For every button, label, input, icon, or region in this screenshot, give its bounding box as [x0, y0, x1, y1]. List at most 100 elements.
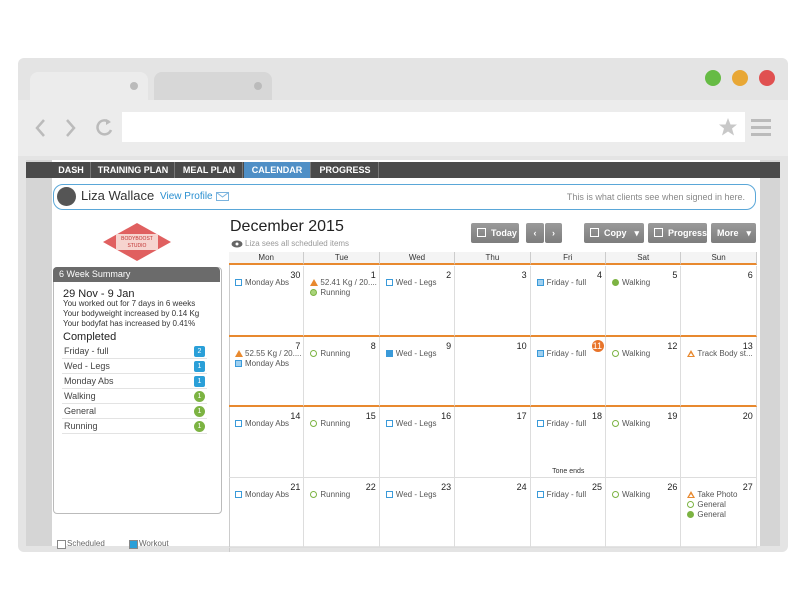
calendar-event[interactable]: Friday - full [536, 348, 587, 359]
nav-item[interactable]: MEAL PLAN [176, 162, 243, 178]
event-icon[interactable] [310, 289, 318, 296]
calendar-event[interactable]: Walking [612, 490, 650, 500]
event-label[interactable]: 52.41 Kg / 20.... [320, 278, 377, 287]
calendar-event[interactable]: Monday Abs [235, 490, 289, 500]
calendar-event[interactable]: Monday Abs [235, 278, 289, 288]
dropdown-arrow[interactable]: ▾ [634, 228, 639, 238]
calendar-event[interactable]: Track Body st... [687, 348, 753, 359]
event-label[interactable]: Monday Abs [245, 489, 290, 499]
calendar-event[interactable]: Running [310, 288, 350, 298]
event-label[interactable]: Friday - full [546, 278, 587, 287]
forward-icon[interactable] [66, 119, 76, 137]
event-label[interactable]: General [697, 499, 726, 509]
event-icon[interactable] [536, 420, 544, 427]
event-icon[interactable] [612, 349, 619, 357]
calendar-event[interactable]: Monday Abs [235, 419, 289, 429]
calendar-event[interactable]: Friday - full [536, 489, 587, 500]
profile-link[interactable]: View Profile [160, 191, 213, 202]
dropdown-arrow[interactable]: ▾ [746, 228, 751, 238]
toolbar-button[interactable]: Copy ▾ [584, 223, 644, 243]
toolbar-button[interactable]: Today [471, 223, 519, 243]
calendar-event[interactable]: Monday Abs [235, 359, 289, 369]
button-label[interactable]: Copy [604, 228, 627, 238]
event-icon[interactable] [310, 490, 318, 498]
nav-item[interactable]: PROGRESS [312, 162, 379, 178]
event-label[interactable]: Wed - Legs [395, 489, 437, 499]
event-icon[interactable] [687, 490, 696, 498]
toolbar-button[interactable]: Progress [648, 223, 707, 243]
event-label[interactable]: Track Body st... [697, 348, 753, 358]
window-button[interactable] [759, 70, 775, 86]
menu-icon[interactable] [751, 118, 773, 138]
event-label[interactable]: Friday - full [546, 419, 587, 428]
button-label[interactable]: More [717, 228, 739, 238]
event-label[interactable]: Monday Abs [245, 278, 290, 287]
calendar-event[interactable]: Running [310, 490, 350, 500]
event-icon[interactable] [235, 359, 242, 367]
button-icon[interactable] [654, 228, 663, 237]
event-label[interactable]: Running [320, 419, 351, 428]
calendar-event[interactable]: General [687, 509, 726, 520]
calendar-event[interactable]: Friday - full [536, 278, 587, 288]
arrow-button[interactable]: ‹ [526, 223, 544, 243]
event-label[interactable]: Friday - full [546, 489, 587, 499]
calendar-event[interactable]: Walking [612, 349, 650, 359]
event-label[interactable]: Walking [622, 419, 651, 428]
calendar-event[interactable]: Running [310, 349, 350, 359]
event-icon[interactable] [310, 420, 318, 427]
nav-item[interactable]: CALENDAR [244, 162, 311, 178]
calendar-event[interactable]: Running [310, 419, 350, 429]
calendar-event[interactable]: Wed - Legs [385, 419, 437, 429]
button-label[interactable]: Progress [668, 228, 708, 238]
event-icon[interactable] [612, 490, 619, 498]
event-icon[interactable] [385, 279, 393, 286]
event-icon[interactable] [536, 349, 544, 357]
event-label[interactable]: Walking [622, 489, 651, 499]
calendar-event[interactable]: General [687, 499, 726, 510]
event-icon[interactable] [687, 500, 695, 508]
event-icon[interactable] [235, 420, 242, 427]
toolbar-button[interactable]: More ▾ [711, 223, 756, 243]
back-icon[interactable] [35, 119, 45, 137]
nav-item[interactable]: TRAINING PLAN [92, 162, 175, 178]
button-label[interactable]: Today [491, 228, 517, 238]
event-label[interactable]: Walking [622, 348, 651, 358]
calendar-event[interactable]: 52.55 Kg / 20.... [235, 349, 301, 359]
event-icon[interactable] [536, 490, 544, 498]
event-label[interactable]: Friday - full [546, 348, 587, 358]
event-label[interactable]: Walking [622, 278, 651, 287]
event-icon[interactable] [612, 420, 619, 427]
event-icon[interactable] [385, 490, 393, 498]
event-label[interactable]: Wed - Legs [395, 419, 437, 428]
calendar-event[interactable]: Take Photo [687, 490, 737, 500]
calendar-event[interactable]: Walking [612, 278, 650, 288]
calendar-event[interactable]: 52.41 Kg / 20.... [310, 278, 377, 288]
calendar-event[interactable]: Wed - Legs [385, 278, 437, 288]
calendar-event[interactable]: Wed - Legs [385, 489, 437, 500]
arrow-button[interactable]: › [545, 223, 562, 243]
event-label[interactable]: Running [320, 288, 351, 297]
event-icon[interactable] [612, 279, 619, 286]
event-icon[interactable] [687, 349, 696, 357]
event-label[interactable]: Wed - Legs [395, 348, 437, 358]
event-label[interactable]: General [697, 509, 726, 519]
nav-buttons[interactable] [34, 116, 124, 140]
event-icon[interactable] [235, 279, 242, 286]
event-icon[interactable] [310, 279, 319, 286]
calendar-event[interactable]: Friday - full [536, 419, 587, 429]
event-label[interactable]: Take Photo [697, 489, 738, 499]
event-icon[interactable] [235, 349, 243, 357]
event-icon[interactable] [385, 349, 393, 357]
event-icon[interactable] [235, 490, 242, 498]
bookmark-star[interactable] [718, 117, 738, 137]
address-bar[interactable] [122, 112, 745, 142]
calendar-event[interactable]: Wed - Legs [385, 348, 437, 359]
event-label[interactable]: Monday Abs [245, 358, 290, 368]
nav-item[interactable]: DASH [52, 162, 91, 178]
window-button[interactable] [705, 70, 721, 86]
reload-icon[interactable] [96, 119, 113, 136]
event-label[interactable]: 52.55 Kg / 20.... [245, 348, 302, 358]
event-label[interactable]: Wed - Legs [395, 278, 437, 287]
event-icon[interactable] [536, 279, 544, 286]
button-icon[interactable] [590, 228, 599, 237]
